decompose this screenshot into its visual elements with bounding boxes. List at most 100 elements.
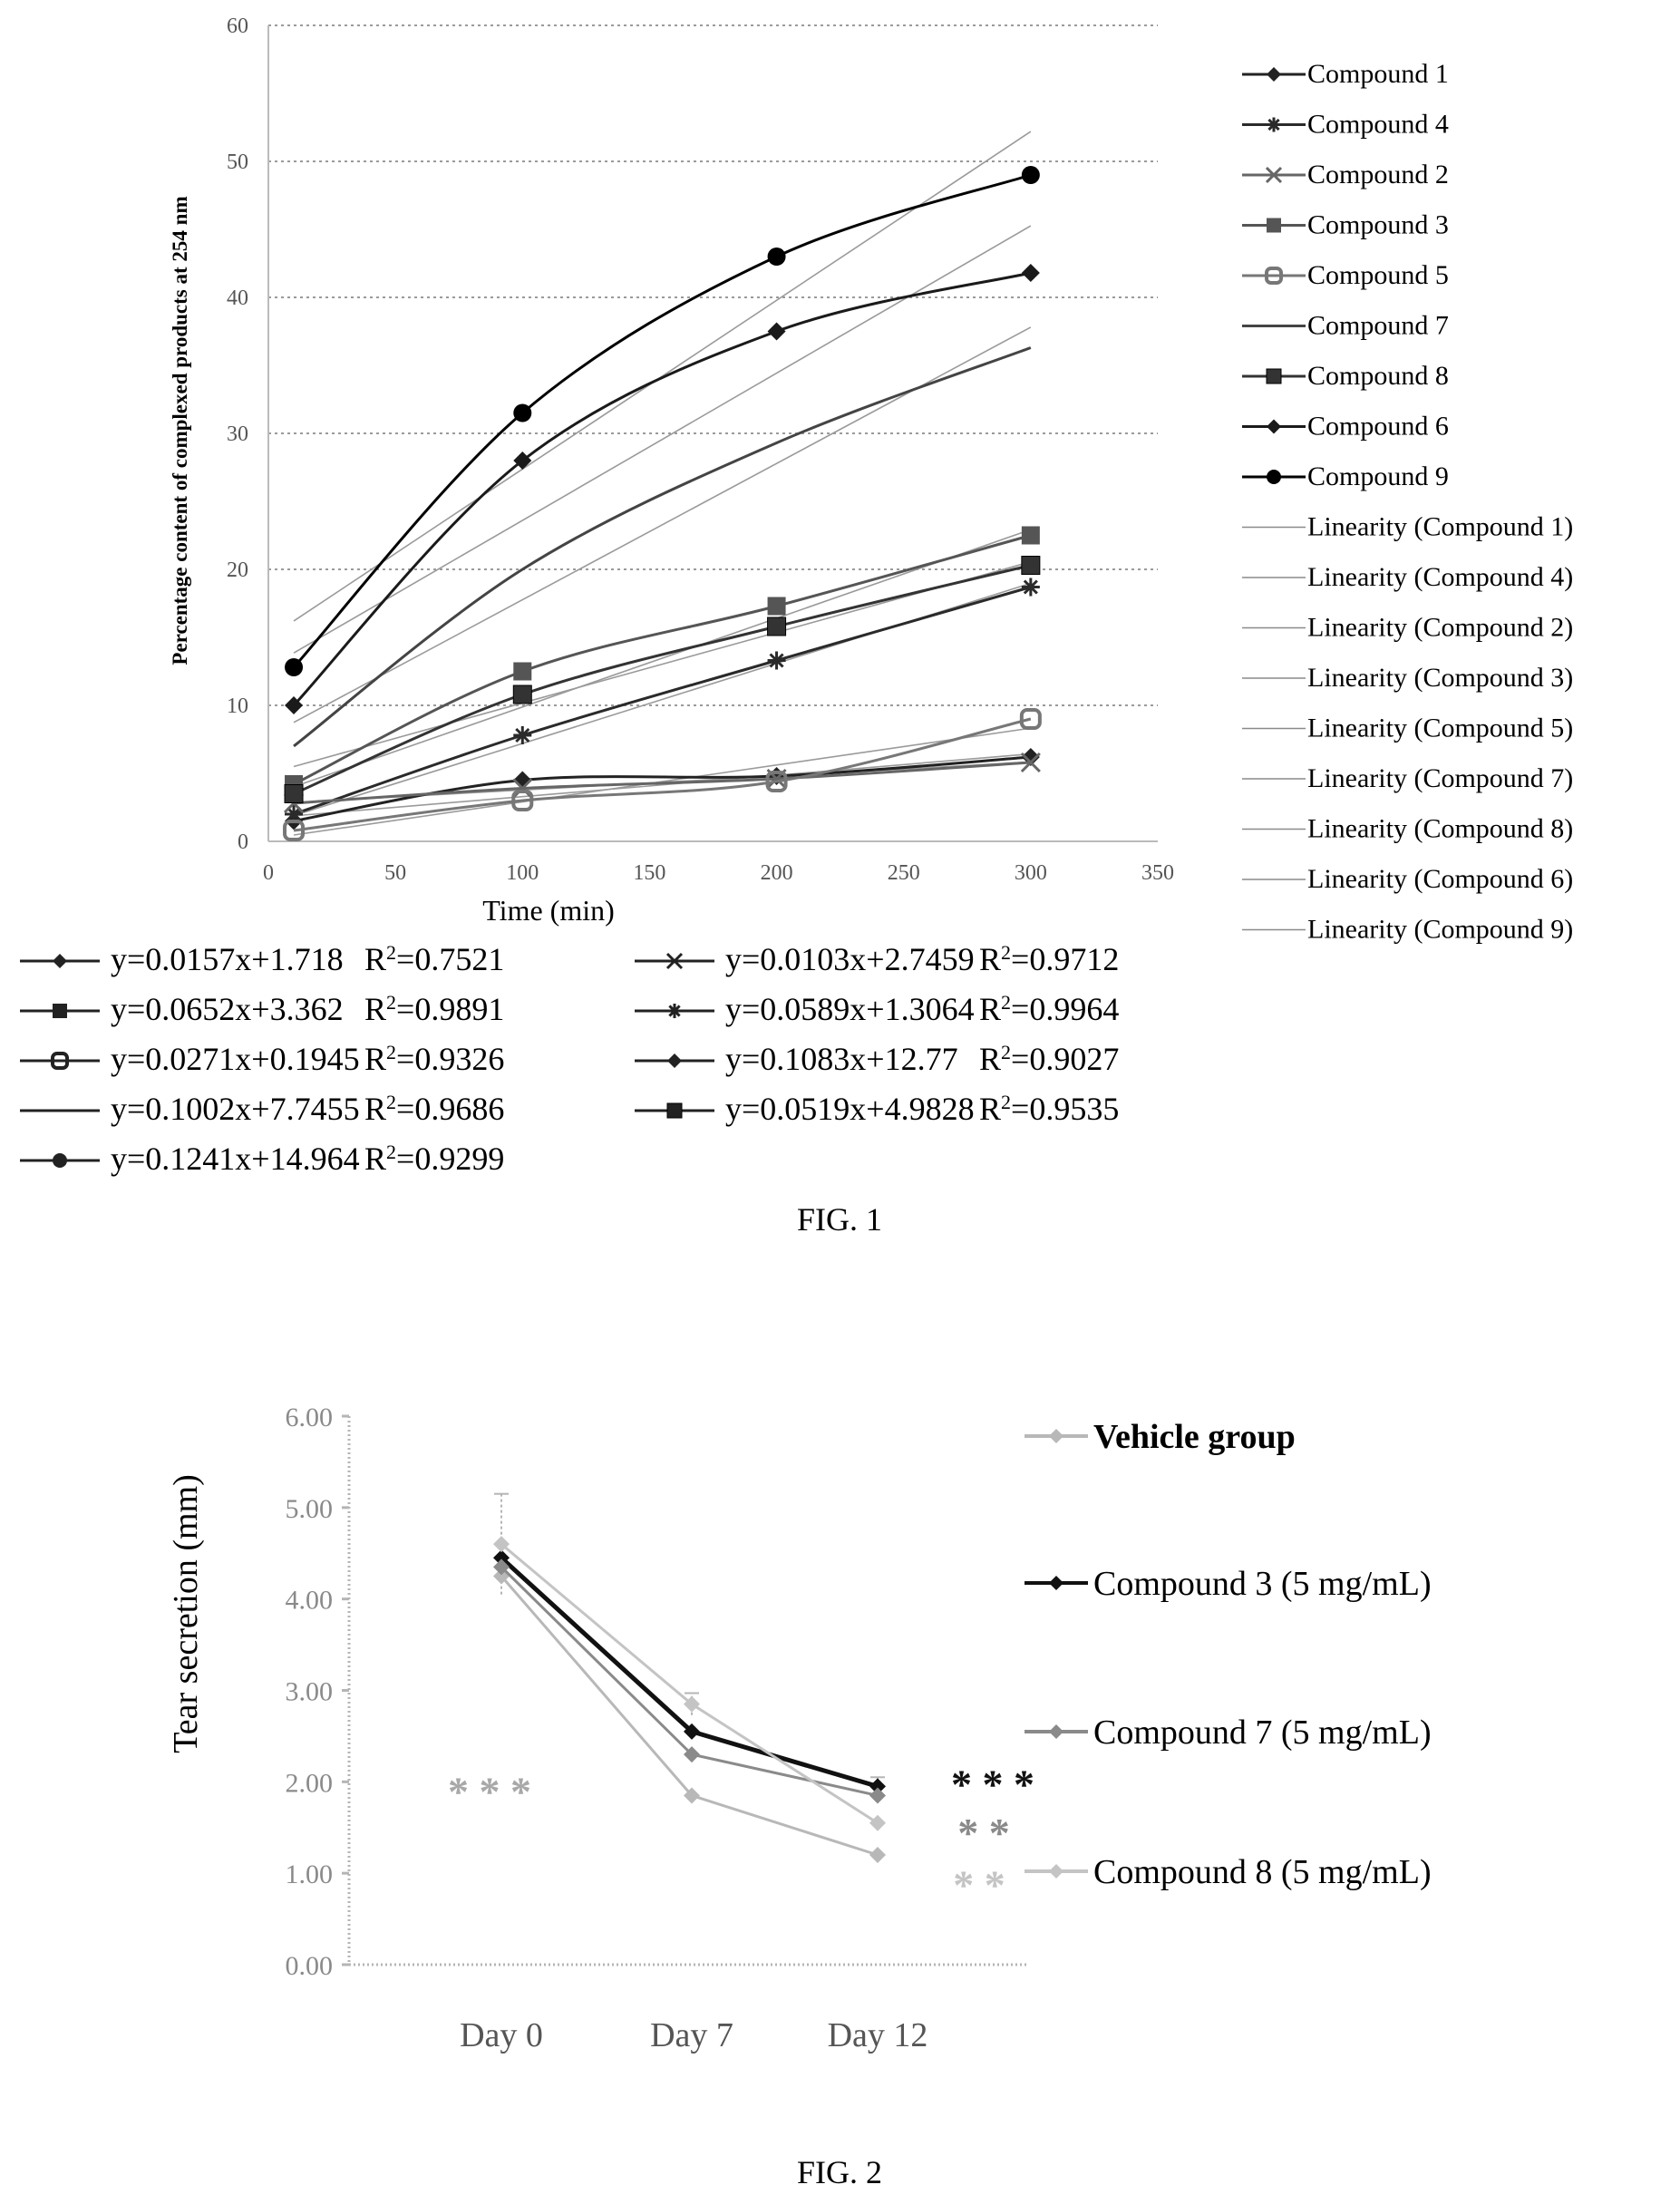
fig2-y-tick-label: 2.00: [286, 1768, 334, 1798]
fig1-legend-marker: [1267, 419, 1281, 434]
fig2-data-point: [684, 1787, 700, 1804]
fig1-data-point: [1021, 166, 1040, 184]
fig1-equations: y=0.0157x+1.718 R2=0.7521 y=0.0103x+2.7459…: [20, 941, 1119, 1178]
fig1-legend-label: Linearity (Compound 7): [1307, 763, 1573, 793]
fig1-legend-marker: [1267, 117, 1281, 132]
fig1-data-point: [512, 778, 533, 799]
fig1-axes: [267, 25, 1158, 842]
fig2-tick-labels: 0.00 1.00 2.00 3.00 4.00 5.00 6.00 Day 0 Day 7 Da…: [286, 1403, 928, 2054]
fig1-data-point: [767, 617, 787, 636]
fig1-r-squared-text: R2=0.9299: [364, 1141, 504, 1178]
fig1-data-point: [283, 820, 306, 841]
fig1-gridlines: [268, 24, 1158, 706]
fig1-data-point: [767, 322, 786, 341]
fig1-equation-text: y=0.0519x+4.9828: [725, 1091, 975, 1127]
fig1-r-squared-text: R2=0.9326: [364, 1041, 504, 1078]
fig1-legend-label: Compound 6: [1307, 412, 1449, 442]
fig1-equation-text: y=0.1083x+12.77: [725, 1041, 958, 1077]
fig1-data-point: [1021, 264, 1040, 282]
fig1-legend-marker: [1267, 470, 1281, 484]
fig1-series-line: [293, 755, 1031, 822]
fig1-x-tick-label: 100: [506, 861, 539, 885]
fig1-linear-trendline: [293, 529, 1032, 788]
fig2-legend-marker: [1049, 1576, 1063, 1590]
fig1-legend-label: Compound 9: [1307, 461, 1449, 491]
fig2-y-axis-label: Tear secretion (mm): [167, 1474, 205, 1753]
fig1-equation-marker: [51, 1052, 69, 1070]
fig1-equation-text: y=0.1241x+14.964: [111, 1141, 360, 1177]
fig1-y-tick-label: 60: [227, 15, 248, 38]
fig1-series-line: [292, 173, 1032, 669]
fig1-data-point: [513, 662, 532, 681]
fig1-x-tick-label: 50: [384, 861, 406, 885]
fig1-data-point: [765, 771, 788, 792]
fig2-x-tick-label: Day 7: [650, 2016, 733, 2054]
fig1-legend-marker: [1267, 218, 1281, 233]
fig1-data-point: [1019, 708, 1042, 730]
fig1-legend-label: Compound 5: [1307, 260, 1449, 290]
fig1-legend-label: Linearity (Compound 2): [1307, 613, 1573, 643]
fig2-legend-label: Compound 8 (5 mg/mL): [1093, 1853, 1432, 1891]
fig2-data-point: [493, 1558, 510, 1576]
fig1-data-point: [285, 805, 304, 823]
fig1-equation-marker: [667, 1053, 682, 1068]
fig1-legend-label: Compound 1: [1307, 59, 1449, 89]
fig2-data-point: [869, 1778, 886, 1795]
fig1-x-tick-label: 150: [633, 861, 665, 885]
fig1-data-point: [1020, 752, 1041, 773]
fig1-r-squared-text: R2=0.9027: [979, 1041, 1119, 1078]
fig1-data-point: [284, 784, 304, 803]
fig1-data-point: [511, 790, 534, 811]
fig1-legend-label: Compound 8: [1307, 361, 1449, 391]
fig2-legend-marker: [1049, 1724, 1063, 1739]
fig2-significance-mark: * * *: [448, 1768, 531, 1814]
fig1-legend-label: Compound 3: [1307, 210, 1449, 240]
fig1-y-tick-label: 10: [227, 694, 248, 718]
fig1-equation-marker: [53, 1004, 67, 1018]
fig1-y-tick-label: 0: [238, 830, 248, 854]
fig1-legend-label: Compound 7: [1307, 311, 1449, 341]
fig1-legend-label: Compound 2: [1307, 160, 1449, 189]
fig1-data-point: [767, 597, 786, 616]
fig2-axes: [342, 1414, 1029, 1966]
fig1-legend-label: Compound 4: [1307, 110, 1449, 140]
fig1-data-point: [1021, 578, 1040, 597]
fig1-equation-text: y=0.0589x+1.3064: [725, 991, 975, 1027]
fig1-data-point: [512, 685, 532, 704]
fig1-r-squared-text: R2=0.9964: [979, 991, 1119, 1028]
fig2-data-point: [869, 1814, 886, 1831]
fig1-data-point: [1021, 526, 1040, 545]
fig2-legend-label: Compound 3 (5 mg/mL): [1093, 1565, 1432, 1603]
fig1-data-point: [285, 658, 304, 676]
fig1-caption: FIG. 1: [797, 1201, 882, 1238]
fig1-series-line: [293, 564, 1032, 795]
fig1-data-point: [513, 726, 532, 744]
fig1-legend: Compound 1 Compound 4 Compound 2 Compound 3…: [1242, 59, 1573, 945]
fig2-significance-mark: * *: [953, 1861, 1005, 1908]
fig2-data-point: [684, 1746, 700, 1763]
fig1-x-tick-label: 200: [761, 861, 793, 885]
fig2-series-line: [500, 1575, 879, 1857]
fig2-legend-marker: [1049, 1429, 1063, 1443]
fig2-y-tick-label: 0.00: [286, 1951, 334, 1981]
fig2-y-tick-label: 3.00: [286, 1677, 334, 1707]
fig1-legend-label: Linearity (Compound 5): [1307, 714, 1573, 743]
fig2-caption: FIG. 2: [797, 2154, 882, 2190]
fig1-r-squared-text: R2=0.9712: [979, 941, 1119, 978]
fig2-data-point: [684, 1695, 700, 1713]
fig1-legend-marker: [1265, 166, 1283, 184]
fig1-tick-labels: 0 10 20 30 40 50 60 0 50 100 150 200 250 300 350: [227, 15, 1174, 885]
fig1-series-line: [293, 586, 1032, 816]
fig1-r-squared-text: R2=0.9686: [364, 1091, 504, 1128]
fig1-legend-marker: [1265, 267, 1283, 285]
fig1-equation-marker: [665, 952, 684, 970]
fig2-y-tick-label: 6.00: [286, 1403, 334, 1432]
fig1-linear-trendline: [293, 225, 1032, 654]
fig1-series: [283, 166, 1042, 841]
fig2-x-tick-label: Day 0: [460, 2016, 543, 2054]
fig2-series-line: [500, 1543, 879, 1824]
fig1-data-point: [767, 248, 786, 266]
fig1-equation-marker: [53, 954, 67, 968]
fig1-data-point: [1021, 556, 1041, 575]
fig2-significance-mark: * * *: [951, 1761, 1034, 1807]
